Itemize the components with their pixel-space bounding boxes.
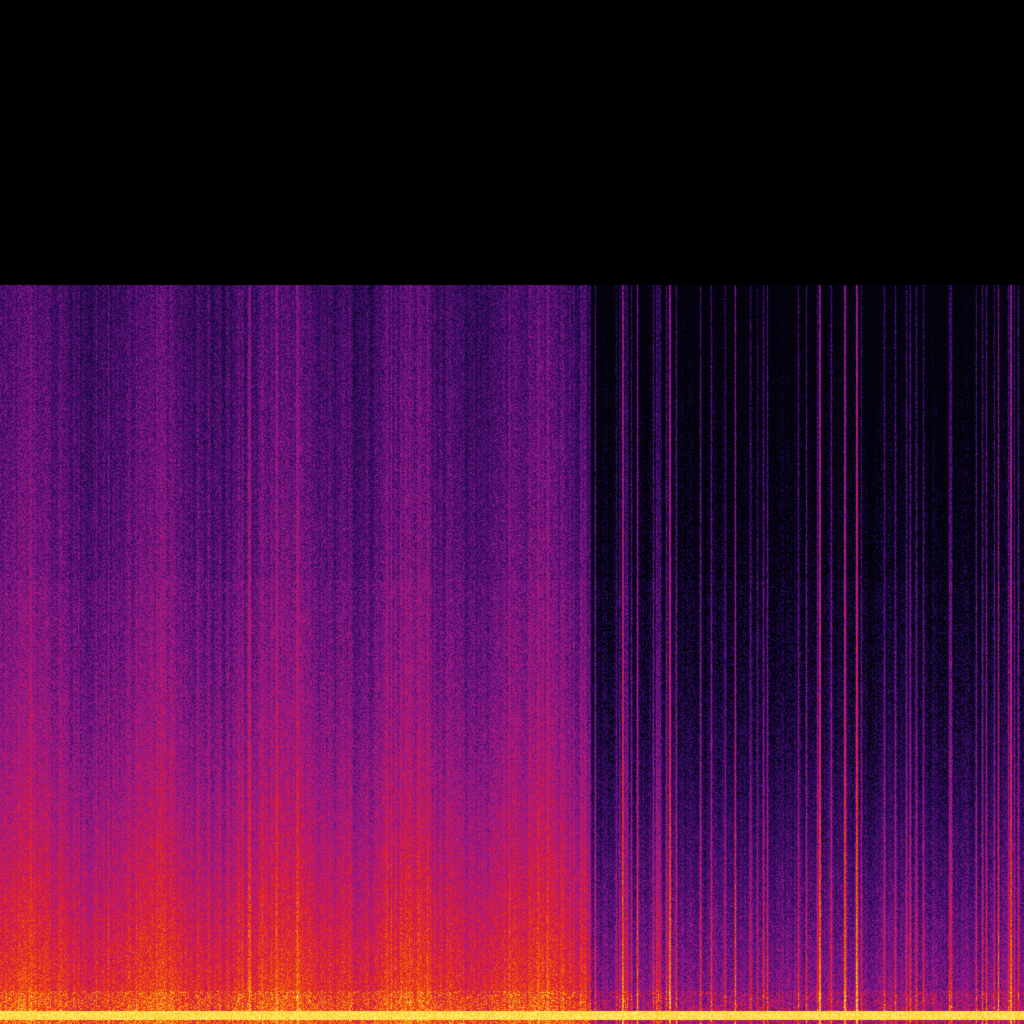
spectrogram-image (0, 0, 1024, 1024)
